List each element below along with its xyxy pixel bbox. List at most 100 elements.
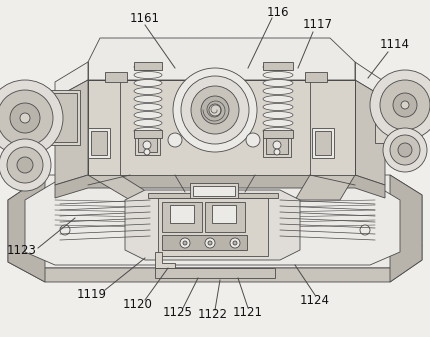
Circle shape <box>201 96 229 124</box>
Bar <box>45 90 80 145</box>
Circle shape <box>168 133 182 147</box>
Circle shape <box>209 104 221 116</box>
Circle shape <box>393 93 417 117</box>
Bar <box>135 135 160 155</box>
Text: 1123: 1123 <box>7 244 37 256</box>
Polygon shape <box>355 80 385 185</box>
Bar <box>105 72 127 82</box>
Circle shape <box>230 238 240 248</box>
Circle shape <box>205 238 215 248</box>
Polygon shape <box>295 175 355 200</box>
Circle shape <box>183 241 187 245</box>
Bar <box>263 130 293 138</box>
Circle shape <box>20 113 30 123</box>
Bar <box>205 202 245 232</box>
Ellipse shape <box>134 88 162 94</box>
Polygon shape <box>390 175 422 282</box>
Circle shape <box>246 133 260 147</box>
Circle shape <box>208 241 212 245</box>
Circle shape <box>398 143 412 157</box>
Text: 1117: 1117 <box>303 19 333 31</box>
Circle shape <box>0 80 63 156</box>
Bar <box>212 205 236 223</box>
Circle shape <box>60 225 70 235</box>
Bar <box>193 186 235 196</box>
Ellipse shape <box>263 127 293 134</box>
Circle shape <box>380 80 430 130</box>
Bar <box>148 193 278 198</box>
Text: 1120: 1120 <box>123 299 153 311</box>
Polygon shape <box>88 80 120 175</box>
Bar <box>263 135 291 157</box>
Bar <box>155 268 275 278</box>
Circle shape <box>143 141 151 149</box>
Circle shape <box>144 149 150 155</box>
Circle shape <box>10 103 40 133</box>
Text: 1121: 1121 <box>233 306 263 318</box>
Polygon shape <box>88 80 355 175</box>
Text: 116: 116 <box>267 5 289 19</box>
Polygon shape <box>8 175 45 282</box>
Circle shape <box>0 139 51 191</box>
Bar <box>315 131 331 155</box>
Polygon shape <box>55 175 385 198</box>
Bar <box>375 88 405 143</box>
Circle shape <box>401 101 409 109</box>
Ellipse shape <box>134 71 162 79</box>
Ellipse shape <box>263 71 293 79</box>
Bar <box>138 138 157 152</box>
Polygon shape <box>8 245 422 282</box>
Text: 1161: 1161 <box>130 11 160 25</box>
Text: 1124: 1124 <box>300 294 330 306</box>
Ellipse shape <box>263 95 293 102</box>
Bar <box>266 138 288 154</box>
Polygon shape <box>88 38 355 80</box>
Bar <box>158 198 268 256</box>
Bar <box>88 128 110 158</box>
Circle shape <box>233 241 237 245</box>
Bar <box>134 130 162 138</box>
Polygon shape <box>8 175 422 268</box>
Ellipse shape <box>134 112 162 119</box>
Bar <box>162 235 247 250</box>
Bar <box>305 72 327 82</box>
Bar <box>263 62 293 70</box>
Text: 1114: 1114 <box>380 38 410 52</box>
Polygon shape <box>55 80 88 185</box>
Text: 1125: 1125 <box>163 306 193 318</box>
Circle shape <box>360 225 370 235</box>
Ellipse shape <box>263 80 293 87</box>
Ellipse shape <box>134 80 162 87</box>
Circle shape <box>390 135 420 165</box>
Circle shape <box>17 157 33 173</box>
Bar <box>162 202 202 232</box>
Polygon shape <box>55 62 385 98</box>
Ellipse shape <box>134 95 162 102</box>
Polygon shape <box>155 252 175 268</box>
Ellipse shape <box>263 103 293 111</box>
Text: 1122: 1122 <box>198 308 228 321</box>
Text: 1119: 1119 <box>77 288 107 302</box>
Circle shape <box>180 238 190 248</box>
Ellipse shape <box>263 120 293 126</box>
Ellipse shape <box>263 88 293 94</box>
Polygon shape <box>310 80 355 175</box>
Ellipse shape <box>134 120 162 126</box>
Circle shape <box>274 149 280 155</box>
Polygon shape <box>88 175 160 200</box>
Bar <box>190 183 238 198</box>
Circle shape <box>191 86 239 134</box>
Polygon shape <box>125 190 300 260</box>
Bar <box>170 205 194 223</box>
Bar <box>91 131 107 155</box>
Ellipse shape <box>263 63 293 70</box>
Circle shape <box>173 68 257 152</box>
Circle shape <box>0 90 53 146</box>
Ellipse shape <box>134 127 162 134</box>
Ellipse shape <box>134 103 162 111</box>
Bar <box>134 62 162 70</box>
Circle shape <box>7 147 43 183</box>
Circle shape <box>383 128 427 172</box>
Circle shape <box>370 70 430 140</box>
Circle shape <box>181 76 249 144</box>
